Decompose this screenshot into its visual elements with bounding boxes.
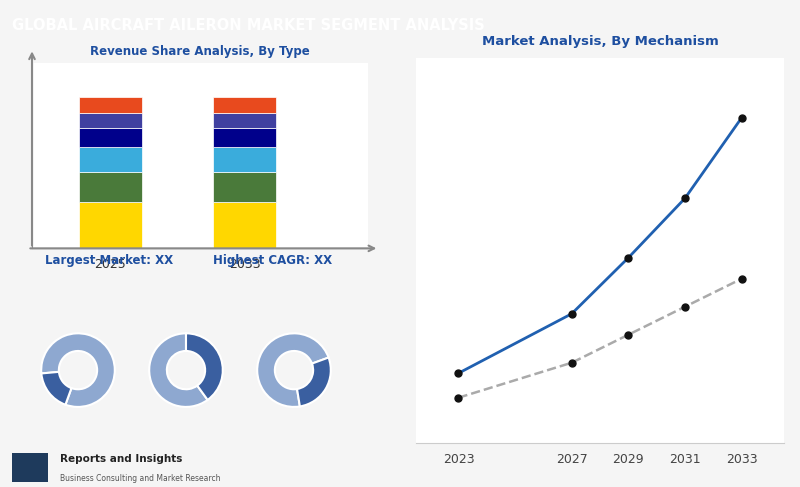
Title: Revenue Share Analysis, By Type: Revenue Share Analysis, By Type [90, 45, 310, 58]
Wedge shape [258, 333, 329, 407]
Wedge shape [150, 333, 208, 407]
Text: Business Consulting and Market Research: Business Consulting and Market Research [60, 474, 221, 483]
Text: Largest Market: XX: Largest Market: XX [46, 254, 174, 267]
Bar [214, 96, 276, 113]
Text: Highest CAGR: XX: Highest CAGR: XX [214, 254, 333, 267]
Bar [79, 172, 142, 202]
Bar [11, 453, 49, 482]
Wedge shape [186, 333, 222, 400]
Text: Reports and Insights: Reports and Insights [60, 454, 182, 465]
Bar [79, 128, 142, 147]
Bar [79, 147, 142, 172]
Bar [214, 147, 276, 172]
Bar [214, 128, 276, 147]
Bar [79, 113, 142, 128]
Bar [214, 172, 276, 202]
Bar [214, 202, 276, 248]
Bar [79, 202, 142, 248]
Wedge shape [42, 333, 114, 407]
Wedge shape [297, 357, 330, 407]
Bar [79, 96, 142, 113]
Wedge shape [42, 372, 71, 405]
Title: Market Analysis, By Mechanism: Market Analysis, By Mechanism [482, 35, 718, 48]
Bar [214, 113, 276, 128]
Text: GLOBAL AIRCRAFT AILERON MARKET SEGMENT ANALYSIS: GLOBAL AIRCRAFT AILERON MARKET SEGMENT A… [12, 18, 485, 33]
